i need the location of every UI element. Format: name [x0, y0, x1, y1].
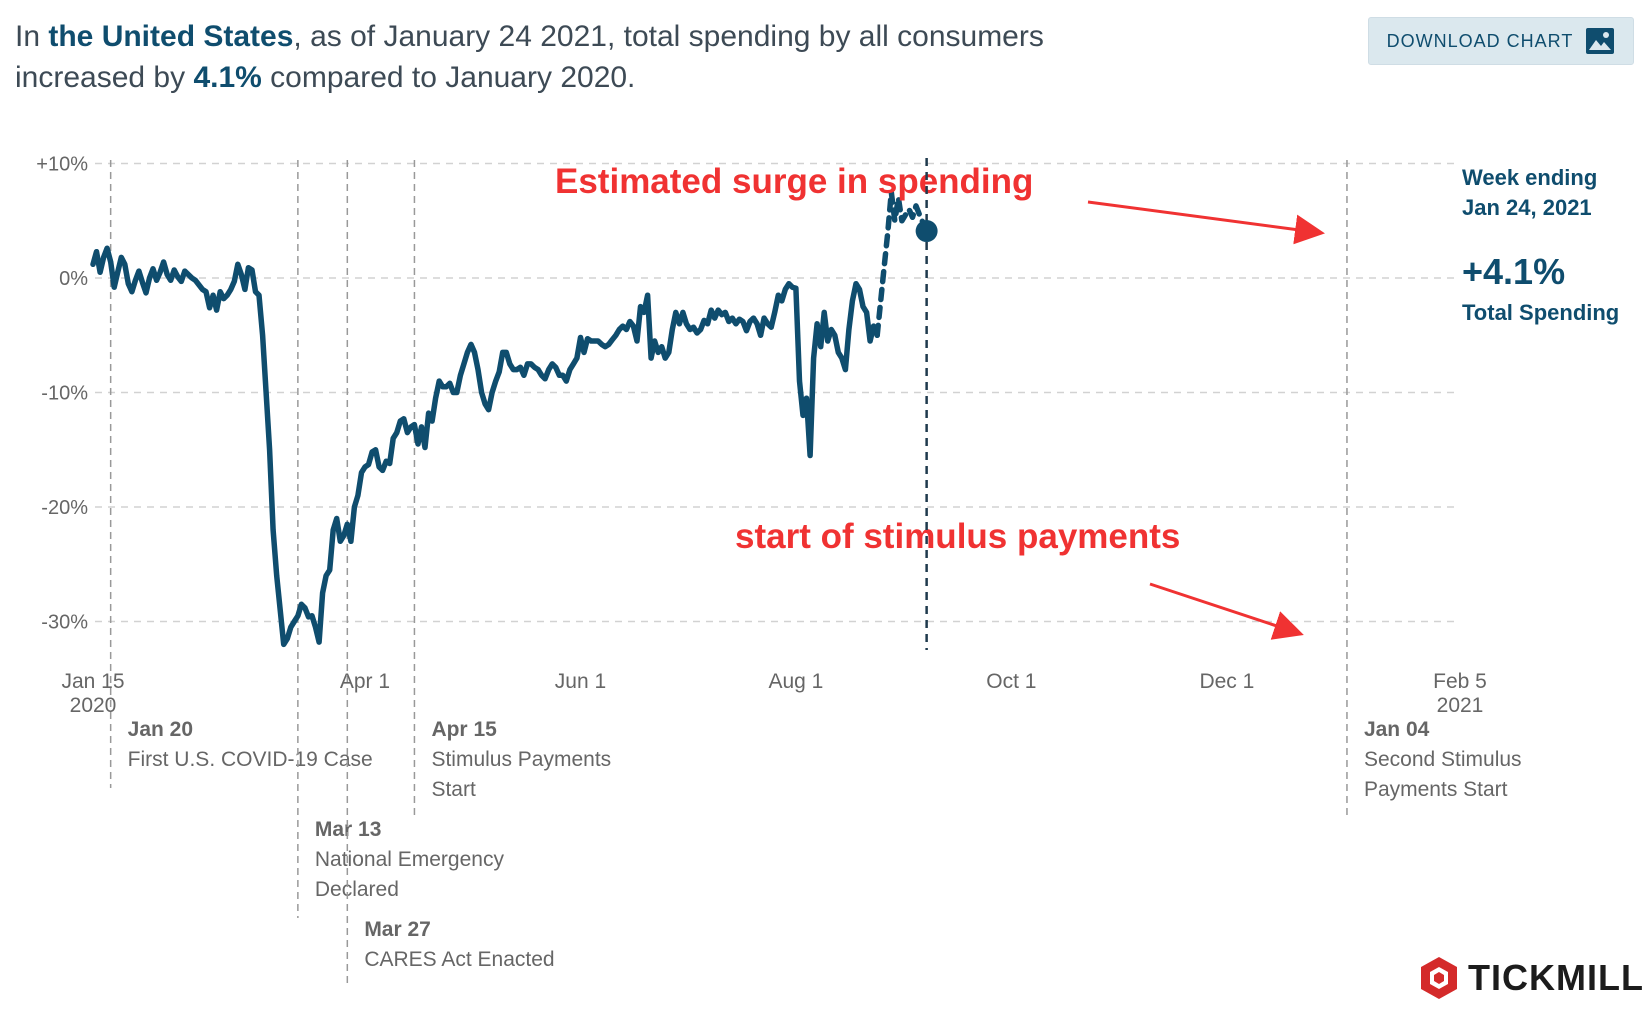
event-date: Jan 20	[128, 718, 193, 741]
current-heading: Jan 24, 2021	[1462, 195, 1592, 220]
event-desc: Payments Start	[1364, 778, 1508, 801]
event-desc: Second Stimulus	[1364, 748, 1522, 771]
x-tick-label: Aug 1	[768, 670, 823, 693]
headline-suffix: compared to January 2020.	[261, 61, 636, 94]
x-tick-label: Jun 1	[555, 670, 606, 693]
current-sublabel: Total Spending	[1462, 300, 1619, 325]
y-tick-label: -20%	[41, 497, 88, 519]
download-chart-label: DOWNLOAD CHART	[1386, 30, 1574, 51]
y-tick-label: 0%	[59, 268, 88, 290]
download-chart-button[interactable]: DOWNLOAD CHART	[1368, 17, 1634, 65]
event-desc: Declared	[315, 878, 399, 901]
headline-middle: , as of January 24 2021, total spending …	[15, 20, 1044, 94]
event-desc: First U.S. COVID-19 Case	[128, 748, 373, 771]
y-tick-label: -30%	[41, 612, 88, 634]
event-desc: Start	[431, 778, 476, 801]
event-desc: National Emergency	[315, 848, 505, 871]
annotation-stimulus-label: start of stimulus payments	[735, 517, 1180, 556]
headline-region[interactable]: the United States	[48, 20, 294, 53]
image-icon	[1586, 28, 1615, 54]
x-tick-label: Feb 5	[1433, 670, 1487, 693]
current-value-label: +4.1%	[1462, 251, 1565, 292]
tickmill-logo: TICKMILL	[1418, 955, 1644, 1001]
tickmill-hexagon-icon	[1421, 957, 1457, 999]
annotation-surge-label: Estimated surge in spending	[555, 162, 1033, 201]
x-tick-label: Dec 1	[1199, 670, 1254, 693]
series-line-estimated	[874, 189, 930, 339]
event-date: Jan 04	[1364, 718, 1430, 741]
x-tick-sublabel: 2021	[1437, 694, 1484, 717]
annotation-surge-arrow	[1087, 200, 1325, 245]
x-tick-label: Jan 15	[61, 670, 124, 693]
headline: In the United States, as of January 24 2…	[15, 16, 1135, 98]
event-date: Mar 13	[315, 818, 382, 841]
x-tick-sublabel: 2020	[70, 694, 117, 717]
headline-prefix: In	[15, 20, 49, 53]
series-line-total-spending	[90, 245, 880, 648]
x-tick-label: Oct 1	[986, 670, 1036, 693]
event-desc: CARES Act Enacted	[364, 948, 554, 971]
event-desc: Stimulus Payments	[431, 748, 611, 771]
annotation-stimulus-arrow	[1149, 582, 1304, 640]
x-tick-label: Apr 1	[340, 670, 390, 693]
event-date: Mar 27	[364, 918, 431, 941]
y-tick-label: +10%	[36, 154, 88, 176]
y-tick-label: -10%	[41, 383, 88, 405]
current-value-marker[interactable]	[915, 220, 938, 243]
headline-value: 4.1%	[193, 61, 262, 94]
current-heading: Week ending	[1462, 165, 1597, 190]
event-date: Apr 15	[431, 718, 497, 741]
tickmill-wordmark: TICKMILL	[1468, 957, 1644, 998]
